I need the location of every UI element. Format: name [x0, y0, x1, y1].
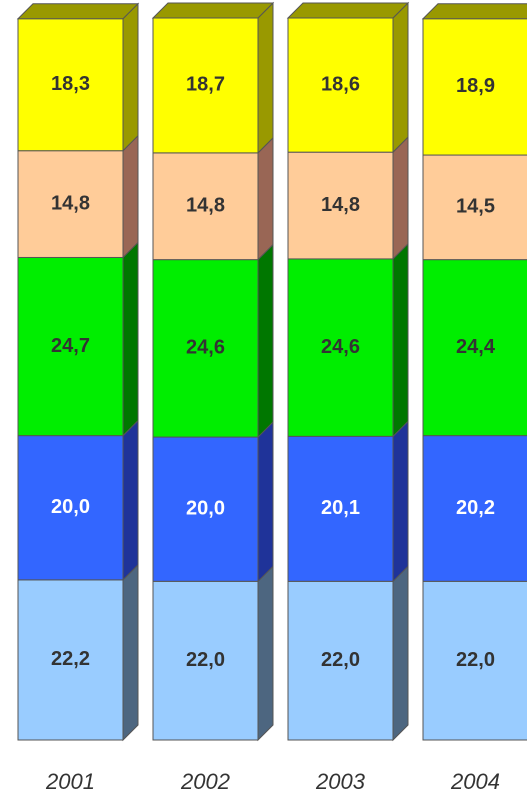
bar-side: [257, 420, 274, 583]
bar-side: [392, 565, 409, 742]
bar-side: [257, 136, 274, 261]
bar-segment: [152, 580, 259, 741]
x-tick-label: 2001: [45, 769, 95, 794]
bar-side: [392, 135, 409, 261]
bar-side: [392, 420, 409, 583]
value-label: 24,6: [321, 336, 360, 358]
bar-top: [151, 2, 275, 19]
bar-side: [392, 242, 409, 438]
bar-segment: [287, 258, 394, 437]
bar-segment: [287, 17, 394, 153]
value-label: 24,7: [51, 335, 90, 357]
value-label: 22,0: [321, 649, 360, 671]
value-label: 20,1: [321, 497, 360, 519]
bar-segment: [17, 435, 124, 581]
value-label: 24,4: [456, 336, 496, 358]
value-label: 18,3: [51, 73, 90, 95]
bar-segment: [17, 579, 124, 741]
bar-top: [16, 3, 140, 20]
value-label: 14,8: [51, 192, 90, 214]
bar-side: [122, 241, 139, 437]
bar-segment: [422, 435, 527, 582]
bar-segment: [152, 17, 259, 154]
bar-top: [421, 3, 527, 20]
bar-segment: [17, 18, 124, 152]
bar-side: [122, 2, 139, 152]
bar-segment: [17, 150, 124, 258]
bar-side: [392, 1, 409, 154]
value-label: 14,5: [456, 196, 495, 218]
bar-side: [257, 243, 274, 439]
value-label: 20,0: [186, 497, 225, 519]
x-tick-label: 2004: [450, 769, 500, 794]
value-label: 18,7: [186, 74, 225, 96]
bar-top: [286, 2, 410, 19]
value-label: 22,0: [456, 649, 495, 671]
bar-side: [122, 419, 139, 582]
bar-side: [122, 563, 139, 742]
value-label: 18,9: [456, 75, 495, 97]
bar-side: [257, 1, 274, 155]
value-label: 24,6: [186, 337, 225, 359]
value-label: 22,2: [51, 648, 90, 670]
bar-segment: [152, 259, 259, 438]
value-label: 22,0: [186, 649, 225, 671]
value-label: 18,6: [321, 73, 360, 95]
bar-segment: [422, 259, 527, 437]
x-tick-label: 2002: [180, 769, 230, 794]
value-label: 14,8: [186, 195, 225, 217]
value-label: 20,0: [51, 496, 90, 518]
bar-segment: [287, 435, 394, 582]
bar-segment: [422, 154, 527, 261]
x-tick-label: 2003: [315, 769, 366, 794]
bar-side: [257, 565, 274, 742]
bar-segment: [152, 436, 259, 582]
bar-segment: [422, 18, 527, 156]
value-label: 14,8: [321, 194, 360, 216]
bar-side: [122, 134, 139, 259]
bar-segment: [422, 580, 527, 741]
value-label: 20,2: [456, 497, 495, 519]
bar-segment: [152, 152, 259, 261]
